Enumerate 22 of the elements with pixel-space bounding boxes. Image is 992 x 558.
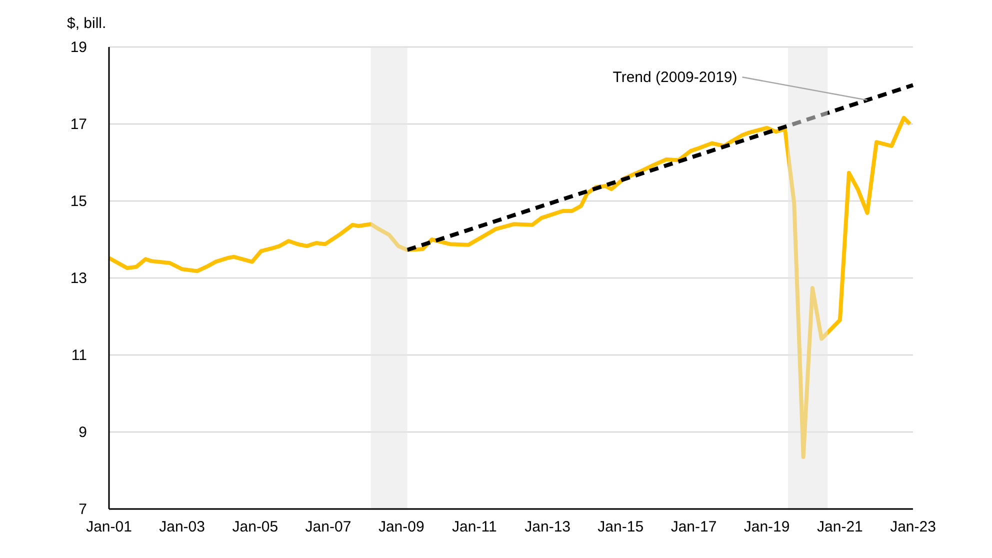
x-tick-label: Jan-01 — [86, 518, 132, 536]
x-tick-label: Jan-03 — [159, 518, 205, 536]
y-axis-title: $, bill. — [67, 15, 106, 32]
y-tick-label: 15 — [70, 192, 87, 210]
y-tick-label: 9 — [78, 424, 87, 441]
y-tick-label: 7 — [78, 500, 87, 518]
x-tick-label: Jan-21 — [817, 518, 863, 536]
annotation: Trend (2009-2019) — [612, 69, 738, 86]
y-tick-label: 19 — [70, 38, 87, 56]
x-tick-label: Jan-05 — [232, 518, 278, 536]
x-tick-label: Jan-13 — [524, 518, 571, 536]
y-tick-label: 17 — [70, 116, 87, 133]
x-tick-label: Jan-11 — [452, 518, 497, 536]
x-tick-label: Jan-19 — [744, 518, 790, 536]
x-tick-label: Jan-07 — [305, 518, 352, 536]
y-tick-label: 11 — [71, 346, 87, 364]
x-tick-label: Jan-23 — [890, 518, 936, 536]
line-series — [107, 116, 912, 460]
x-tick-label: Jan-09 — [378, 518, 424, 536]
x-tick-label: Jan-17 — [670, 518, 717, 536]
y-tick-label: 13 — [70, 270, 87, 287]
x-tick-label: Jan-15 — [598, 518, 644, 536]
